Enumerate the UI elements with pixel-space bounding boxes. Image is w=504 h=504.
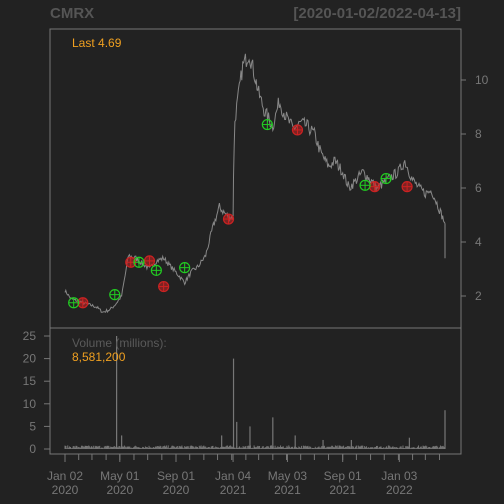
volume-tick-label: 25 [23, 329, 37, 343]
buy-signal-marker [150, 264, 162, 276]
ticker-title: CMRX [50, 5, 95, 22]
date-tick-year-label: 2020 [52, 483, 79, 497]
buy-signal-marker [179, 262, 191, 274]
sell-signal-marker [291, 124, 304, 136]
chart-frame [49, 28, 462, 455]
date-tick-label: Sep 01 [157, 469, 195, 483]
date-tick-label: Jan 02 [47, 469, 83, 483]
price-tick-label: 8 [475, 127, 482, 141]
date-tick-label: May 01 [100, 469, 140, 483]
buy-signal-marker [359, 179, 371, 191]
volume-tick-label: 20 [23, 352, 37, 366]
volume-last-value: 8,581,200 [72, 350, 126, 364]
buy-signal-marker [133, 256, 145, 268]
sell-signal-marker [77, 297, 89, 309]
date-tick-year-label: 2020 [106, 483, 133, 497]
volume-tick-label: 0 [29, 442, 36, 456]
sell-signal-marker [369, 181, 381, 193]
date-tick-label: Sep 01 [324, 469, 362, 483]
sell-signal-marker [158, 280, 170, 293]
buy-signal-marker [109, 289, 121, 301]
date-tick-label: Jan 04 [215, 469, 251, 483]
price-tick-label: 4 [475, 235, 482, 249]
date-tick-year-label: 2020 [163, 483, 190, 497]
buy-signal-marker [380, 172, 392, 185]
sell-signal-marker [401, 181, 413, 193]
buy-signal-marker [261, 118, 273, 131]
price-tick-label: 6 [475, 181, 482, 195]
signal-markers [68, 118, 413, 309]
price-tick-label: 2 [475, 289, 482, 303]
volume-tick-label: 10 [23, 397, 37, 411]
date-tick-label: May 03 [268, 469, 308, 483]
volume-tick-label: 5 [29, 419, 36, 433]
date-tick-year-label: 2021 [220, 483, 247, 497]
volume-title: Volume (millions): [72, 336, 167, 350]
buy-signal-marker [68, 297, 80, 309]
last-price-label: Last 4.69 [72, 36, 122, 50]
sell-signal-marker [222, 213, 235, 225]
volume-bars [64, 336, 446, 449]
volume-tick-label: 15 [23, 374, 37, 388]
price-tick-label: 10 [475, 73, 489, 87]
sell-signal-marker [143, 255, 156, 267]
date-tick-label: Jan 03 [381, 469, 417, 483]
date-range-title: [2020-01-02/2022-04-13] [293, 5, 461, 22]
date-tick-year-label: 2021 [274, 483, 301, 497]
date-tick-year-label: 2021 [329, 483, 356, 497]
date-tick-year-label: 2022 [386, 483, 413, 497]
